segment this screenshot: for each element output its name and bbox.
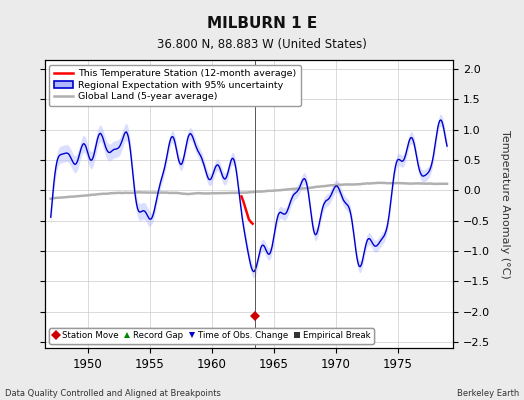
Text: MILBURN 1 E: MILBURN 1 E — [207, 16, 317, 31]
Text: Data Quality Controlled and Aligned at Breakpoints: Data Quality Controlled and Aligned at B… — [5, 389, 221, 398]
Y-axis label: Temperature Anomaly (°C): Temperature Anomaly (°C) — [499, 130, 509, 278]
Text: 36.800 N, 88.883 W (United States): 36.800 N, 88.883 W (United States) — [157, 38, 367, 51]
Legend: Station Move, Record Gap, Time of Obs. Change, Empirical Break: Station Move, Record Gap, Time of Obs. C… — [49, 328, 374, 344]
Text: Berkeley Earth: Berkeley Earth — [456, 389, 519, 398]
